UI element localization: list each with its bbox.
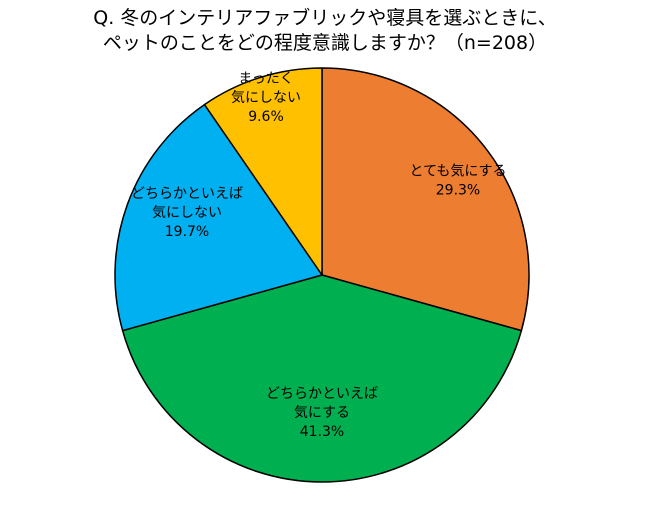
slice-category-label: 気にしない [152,205,222,221]
pie-slice-3 [114,103,323,332]
slice-value-label: 19.7% [165,224,209,240]
chart-title: Q. 冬のインテリアファブリックや寝具を選ぶときに、 ペットのことをどの程度意識… [0,6,650,56]
chart-title-line-1: Q. 冬のインテリアファブリックや寝具を選ぶときに、 [93,7,557,29]
pie-labels: とても気にする 29.3%どちらかといえば気にする 41.3%どちらかといえば気にし… [131,71,507,440]
slice-value-label: 9.6% [248,109,284,125]
slice-category-label: とても気にする [409,164,506,180]
slice-category-label: どちらかといえば [266,386,378,402]
chart-title-line-2: ペットのことをどの程度意識しますか？（n=208） [102,32,548,54]
pie-slice-2 [121,274,523,483]
pie-slices [114,67,530,483]
pie-slice-label-1: とても気にする 29.3% [409,164,506,199]
slice-category-label: 気にする [294,405,350,421]
pie-slice-label-2: どちらかといえば気にする 41.3% [266,386,378,440]
slice-category-label: 気にしない [231,90,301,106]
slice-category-label: どちらかといえば [131,186,243,202]
slice-category-label: まったく [238,71,293,87]
slice-value-label: 29.3% [436,183,480,199]
slice-value-label: 41.3% [300,424,344,440]
pie-slice-label-3: どちらかといえば気にしない 19.7% [131,186,243,240]
pie-slice-label-4: まったく気にしない 9.6% [231,71,301,125]
pie-slice-1 [321,67,530,332]
pie-slice-4 [203,67,323,276]
